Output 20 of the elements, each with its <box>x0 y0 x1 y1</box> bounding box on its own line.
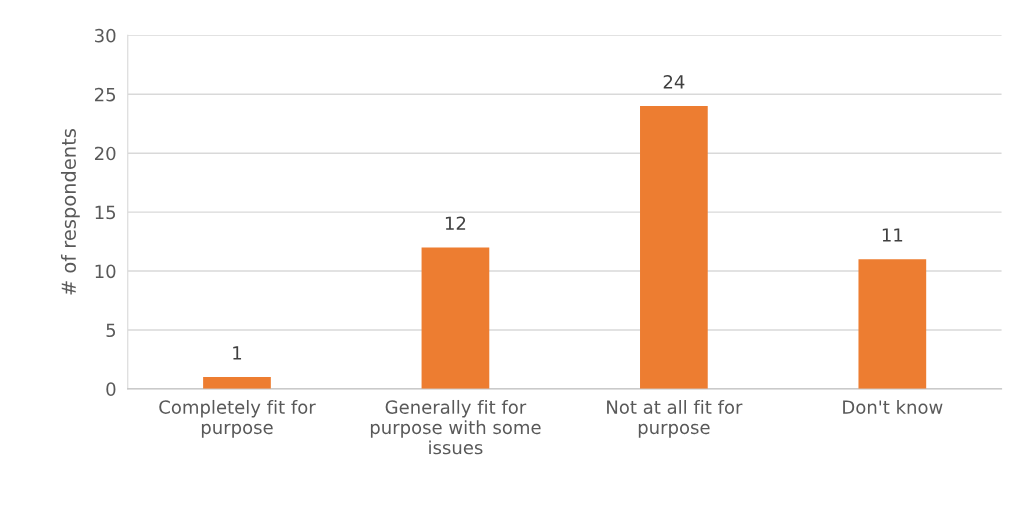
data-label: 11 <box>882 228 903 242</box>
y-axis-title: # of respondents <box>60 129 80 295</box>
data-label: 24 <box>663 75 685 89</box>
y-tick-label: 10 <box>95 264 116 279</box>
bar <box>858 259 927 389</box>
bar <box>203 377 271 389</box>
y-tick-label: 15 <box>95 205 116 220</box>
bar <box>640 106 708 389</box>
x-tick-label: Completely fit for purpose <box>159 399 316 438</box>
data-label: 12 <box>445 216 466 230</box>
x-tick-label: Don't know <box>843 399 943 414</box>
y-tick-label: 25 <box>94 87 116 102</box>
x-tick-label: Not at all fit for purpose <box>607 399 743 438</box>
y-tick-label: 0 <box>106 382 116 396</box>
y-tick-label: 5 <box>106 323 116 338</box>
x-tick-label: Generally fit for purpose with some issues <box>370 399 541 455</box>
data-label: 1 <box>233 346 242 360</box>
y-tick-label: 30 <box>95 28 116 43</box>
bar <box>421 247 490 389</box>
y-tick-label: 20 <box>94 146 116 161</box>
